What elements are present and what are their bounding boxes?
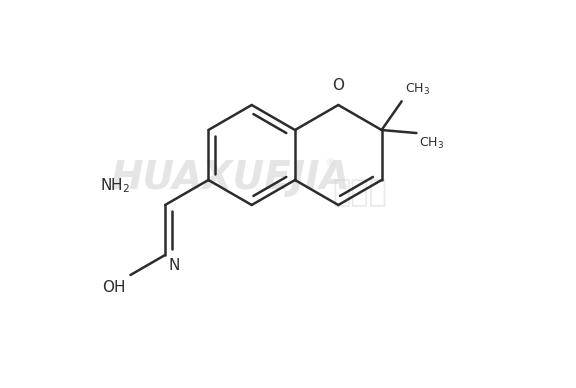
Text: O: O: [332, 78, 344, 93]
Text: 化学加: 化学加: [332, 178, 388, 208]
Text: CH$_3$: CH$_3$: [419, 136, 445, 151]
Text: HUAXUEJIA: HUAXUEJIA: [110, 159, 350, 197]
Text: N: N: [168, 258, 180, 273]
Text: OH: OH: [102, 280, 126, 295]
Text: NH$_2$: NH$_2$: [100, 176, 130, 195]
Text: ®: ®: [324, 158, 335, 168]
Text: CH$_3$: CH$_3$: [405, 82, 430, 97]
